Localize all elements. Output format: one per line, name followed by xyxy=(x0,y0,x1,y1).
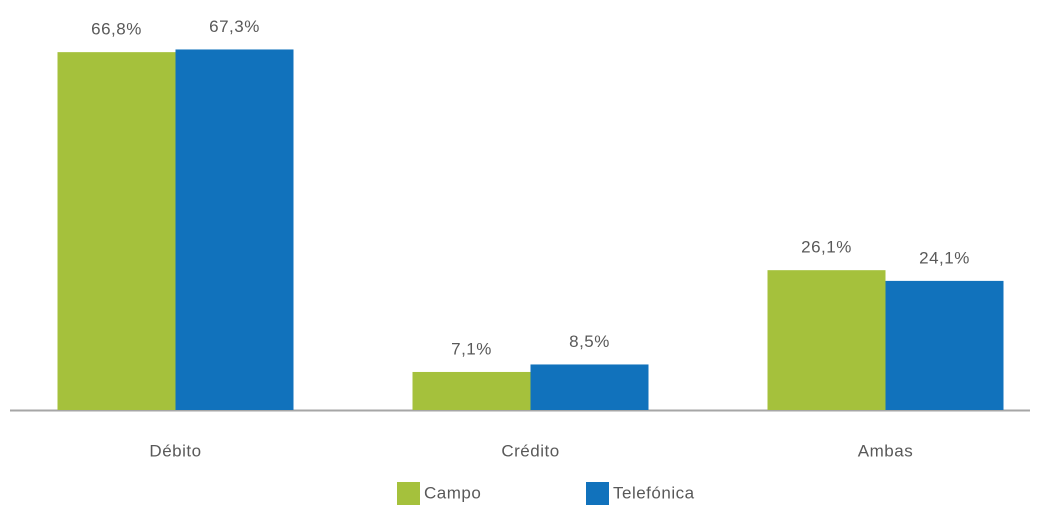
legend-label: Telefónica xyxy=(613,483,695,502)
legend-label: Campo xyxy=(424,483,481,502)
bar xyxy=(530,364,649,410)
data-label: 67,3% xyxy=(209,17,260,36)
bar xyxy=(412,371,531,410)
data-label: 8,5% xyxy=(569,332,610,351)
data-label: 24,1% xyxy=(919,248,970,267)
bar xyxy=(175,49,294,410)
bar xyxy=(57,52,176,411)
data-label: 66,8% xyxy=(91,20,142,39)
data-label: 26,1% xyxy=(801,238,852,257)
legend-swatch xyxy=(397,482,420,505)
x-tick-label: Crédito xyxy=(501,441,559,460)
data-label: 7,1% xyxy=(451,339,492,358)
x-tick-label: Débito xyxy=(149,441,201,460)
bar xyxy=(767,270,886,410)
x-tick-label: Ambas xyxy=(858,441,913,460)
legend-swatch xyxy=(586,482,609,505)
bar xyxy=(885,280,1004,410)
